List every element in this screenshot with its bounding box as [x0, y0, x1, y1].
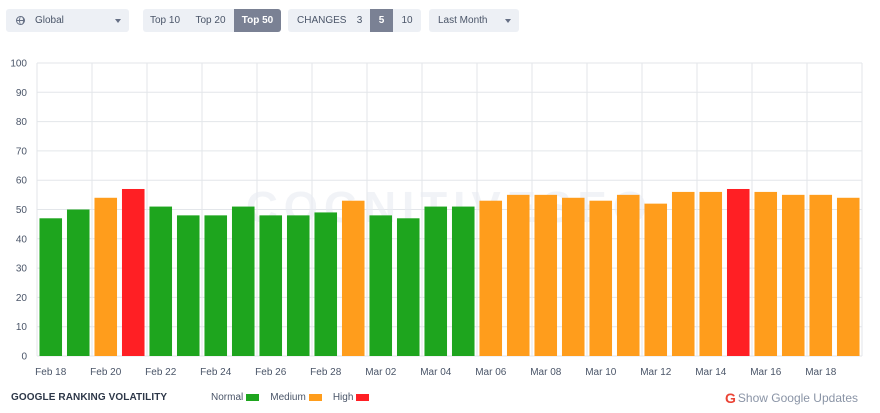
x-tick-label: Feb 26 — [255, 367, 287, 378]
bar — [369, 215, 393, 356]
legend-high-label: High — [332, 392, 354, 403]
bar — [506, 194, 530, 356]
bar — [589, 200, 613, 356]
x-tick-label: Mar 12 — [640, 367, 672, 378]
globe-icon — [16, 16, 25, 25]
y-tick-label: 10 — [16, 322, 28, 333]
legend-medium-label: Medium — [270, 392, 306, 403]
bar — [451, 206, 475, 356]
changes-label: CHANGES — [297, 15, 347, 26]
bar — [534, 194, 558, 356]
bar — [809, 194, 833, 356]
bar — [231, 206, 255, 356]
x-tick-label: Feb 28 — [310, 367, 342, 378]
y-tick-label: 30 — [16, 264, 28, 275]
bar — [149, 206, 173, 356]
bar — [94, 197, 118, 356]
x-tick-label: Feb 18 — [35, 367, 67, 378]
bar — [396, 218, 420, 356]
y-tick-label: 80 — [16, 117, 28, 128]
x-tick-label: Feb 24 — [200, 367, 232, 378]
changes-toggle: CHANGES 3 5 10 — [288, 9, 421, 32]
x-tick-label: Mar 02 — [365, 367, 397, 378]
y-tick-label: 20 — [16, 293, 28, 304]
bar — [314, 212, 338, 356]
region-select[interactable]: Global — [6, 9, 129, 32]
x-tick-label: Mar 18 — [805, 367, 837, 378]
y-tick-label: 40 — [16, 234, 28, 245]
bar — [39, 218, 63, 356]
google-icon: G — [725, 390, 736, 406]
bar — [204, 215, 228, 356]
bar — [66, 209, 90, 356]
bar — [479, 200, 503, 356]
x-tick-label: Mar 14 — [695, 367, 727, 378]
bar — [726, 188, 750, 356]
top-results-toggle: Top 10 Top 20 Top 50 — [143, 9, 281, 32]
bar — [286, 215, 310, 356]
bar — [424, 206, 448, 356]
changes-3-button[interactable]: 3 — [356, 15, 363, 26]
y-tick-label: 70 — [16, 146, 28, 157]
chart-title: GOOGLE RANKING VOLATILITY — [11, 392, 168, 403]
chevron-down-icon — [115, 19, 121, 23]
show-google-updates-link[interactable]: G Show Google Updates — [725, 390, 858, 406]
google-updates-label: Show Google Updates — [737, 391, 858, 405]
changes-5-button[interactable]: 5 — [370, 9, 393, 32]
chevron-down-icon — [505, 19, 511, 23]
period-value: Last Month — [438, 15, 488, 26]
bar — [699, 191, 723, 356]
bar — [341, 200, 365, 356]
legend: Normal Medium High — [211, 392, 380, 403]
x-tick-label: Mar 16 — [750, 367, 782, 378]
y-tick-label: 60 — [16, 176, 28, 187]
x-tick-label: Feb 20 — [90, 367, 122, 378]
bar — [121, 188, 145, 356]
bar — [644, 203, 668, 356]
x-tick-label: Mar 06 — [475, 367, 507, 378]
x-tick-label: Mar 08 — [530, 367, 562, 378]
bar — [259, 215, 283, 356]
bar — [836, 197, 860, 356]
legend-normal-swatch — [246, 394, 260, 401]
bar — [561, 197, 585, 356]
y-tick-label: 50 — [16, 205, 28, 216]
bar — [754, 191, 778, 356]
legend-normal-label: Normal — [211, 392, 244, 403]
x-tick-label: Feb 22 — [145, 367, 177, 378]
region-value: Global — [35, 15, 64, 26]
y-tick-label: 0 — [21, 352, 27, 363]
top-50-button[interactable]: Top 50 — [234, 9, 281, 32]
bar — [616, 194, 640, 356]
top-10-button[interactable]: Top 10 — [149, 15, 181, 26]
legend-medium-swatch — [308, 394, 322, 401]
y-tick-label: 90 — [16, 88, 28, 99]
top-20-button[interactable]: Top 20 — [195, 15, 226, 26]
x-tick-label: Mar 10 — [585, 367, 617, 378]
period-select[interactable]: Last Month — [429, 9, 519, 32]
bar — [671, 191, 695, 356]
bar — [176, 215, 200, 356]
x-tick-label: Mar 04 — [420, 367, 452, 378]
bar — [781, 194, 805, 356]
changes-10-button[interactable]: 10 — [401, 15, 413, 26]
y-tick-label: 100 — [10, 59, 27, 70]
legend-high-swatch — [356, 394, 370, 401]
